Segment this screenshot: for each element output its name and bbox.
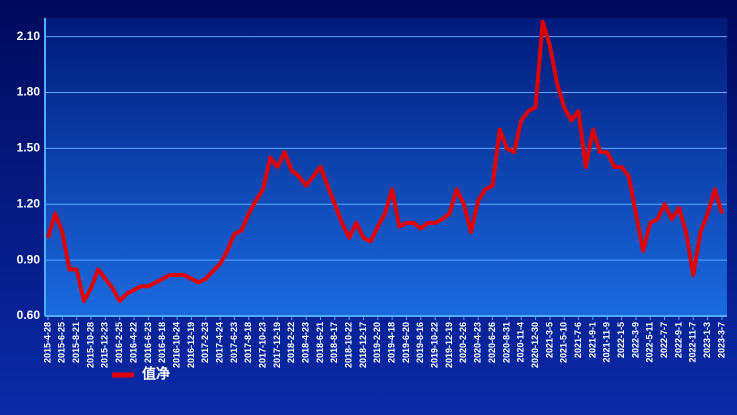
x-tick-label: 2017-10-23	[257, 322, 267, 368]
plot-area	[45, 18, 727, 316]
x-tick-label: 2018-4-23	[301, 322, 311, 363]
x-tick-label: 2020-8-31	[501, 322, 511, 363]
x-tick-label: 2022-3-9	[630, 322, 640, 358]
x-tick-label: 2021-11-9	[602, 322, 612, 363]
x-tick-label: 2015-10-28	[85, 322, 95, 368]
x-tick-label: 2021-5-10	[559, 322, 569, 363]
legend-label: 值净	[142, 366, 170, 382]
x-tick-label: 2016-6-23	[143, 322, 153, 363]
y-tick-label: 0.60	[17, 308, 41, 322]
y-tick-label: 0.90	[17, 252, 41, 266]
x-tick-label: 2019-6-20	[401, 322, 411, 363]
x-tick-label: 2023-1-3	[702, 322, 712, 358]
x-tick-label: 2022-7-7	[659, 322, 669, 358]
x-tick-label: 2017-8-18	[243, 322, 253, 363]
x-tick-label: 2022-1-5	[616, 322, 626, 358]
x-tick-label: 2019-10-22	[430, 322, 440, 368]
x-tick-label: 2015-8-21	[71, 322, 81, 363]
x-tick-label: 2019-12-19	[444, 322, 454, 368]
x-tick-label: 2019-8-16	[415, 322, 425, 363]
x-tick-label: 2017-6-23	[229, 322, 239, 363]
x-tick-label: 2016-4-22	[128, 322, 138, 363]
x-tick-label: 2021-3-5	[544, 322, 554, 358]
x-tick-label: 2020-6-26	[487, 322, 497, 363]
x-tick-label: 2022-9-1	[673, 322, 683, 358]
x-tick-label: 2021-9-1	[587, 322, 597, 358]
x-tick-label: 2018-8-17	[329, 322, 339, 363]
x-tick-label: 2020-4-23	[473, 322, 483, 363]
x-tick-label: 2022-5-11	[645, 322, 655, 363]
x-tick-label: 2016-10-24	[171, 322, 181, 368]
x-tick-label: 2020-2-26	[458, 322, 468, 363]
x-tick-label: 2016-8-18	[157, 322, 167, 363]
x-tick-label: 2020-12-30	[530, 322, 540, 368]
y-tick-label: 1.80	[17, 85, 41, 99]
x-tick-label: 2016-2-25	[114, 322, 124, 363]
x-tick-label: 2015-4-28	[42, 322, 52, 363]
series-line	[46, 19, 724, 304]
x-tick-label: 2017-12-19	[272, 322, 282, 368]
x-tick-label: 2023-3-7	[716, 322, 726, 358]
x-tick-label: 2020-11-4	[516, 322, 526, 363]
x-tick-label: 2016-12-19	[186, 322, 196, 368]
y-tick-label: 1.20	[17, 196, 41, 210]
x-tick-label: 2018-2-22	[286, 322, 296, 363]
x-tick-label: 2018-12-17	[358, 322, 368, 368]
x-tick-label: 2017-2-23	[200, 322, 210, 363]
x-tick-label: 2017-4-24	[214, 322, 224, 363]
x-tick-label: 2015-6-25	[57, 322, 67, 363]
x-tick-label: 2019-4-18	[387, 322, 397, 363]
x-tick-label: 2018-6-21	[315, 322, 325, 363]
x-tick-label: 2015-12-23	[100, 322, 110, 368]
y-tick-label: 2.10	[17, 29, 41, 43]
x-tick-label: 2018-10-22	[344, 322, 354, 368]
x-tick-label: 2022-11-7	[688, 322, 698, 363]
x-tick-label: 2019-2-20	[372, 322, 382, 363]
x-tick-label: 2021-7-6	[573, 322, 583, 358]
y-tick-label: 1.50	[17, 141, 41, 155]
